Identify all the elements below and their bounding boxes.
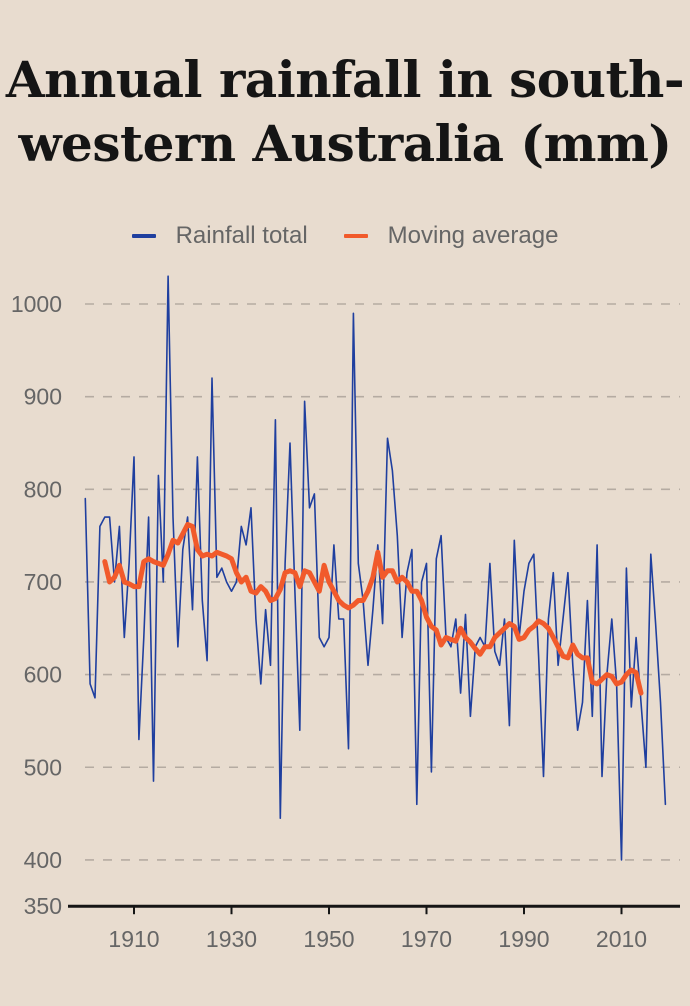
y-tick-label-700: 700 [24,569,62,595]
legend-swatch-rainfall-total [131,234,156,238]
legend-label-rainfall-total: Rainfall total [175,222,308,249]
legend-item-moving-average: Moving average [343,222,559,250]
x-tick-label-1930: 1930 [206,926,257,952]
legend-label-moving-average: Moving average [387,222,559,249]
y-tick-label-500: 500 [24,754,62,780]
y-tick-label-800: 800 [24,476,62,502]
legend: Rainfall total Moving average [0,222,690,250]
y-tick-label-400: 400 [24,847,62,873]
x-tick-label-1990: 1990 [498,926,549,952]
x-tick-label-1910: 1910 [108,926,159,952]
legend-item-rainfall-total: Rainfall total [131,222,308,250]
y-tick-label-1000: 1000 [11,291,62,317]
series-line-moving-average [102,522,644,696]
y-tick-label-900: 900 [24,384,62,410]
x-tick-label-1970: 1970 [401,926,452,952]
x-tick-label-2010: 2010 [596,926,647,952]
legend-swatch-moving-average [343,234,368,238]
y-tick-label-350: 350 [24,893,62,919]
x-tick-label-1950: 1950 [303,926,354,952]
y-tick-label-600: 600 [24,662,62,688]
chart-title: Annual rainfall in south-western Austral… [5,50,685,173]
